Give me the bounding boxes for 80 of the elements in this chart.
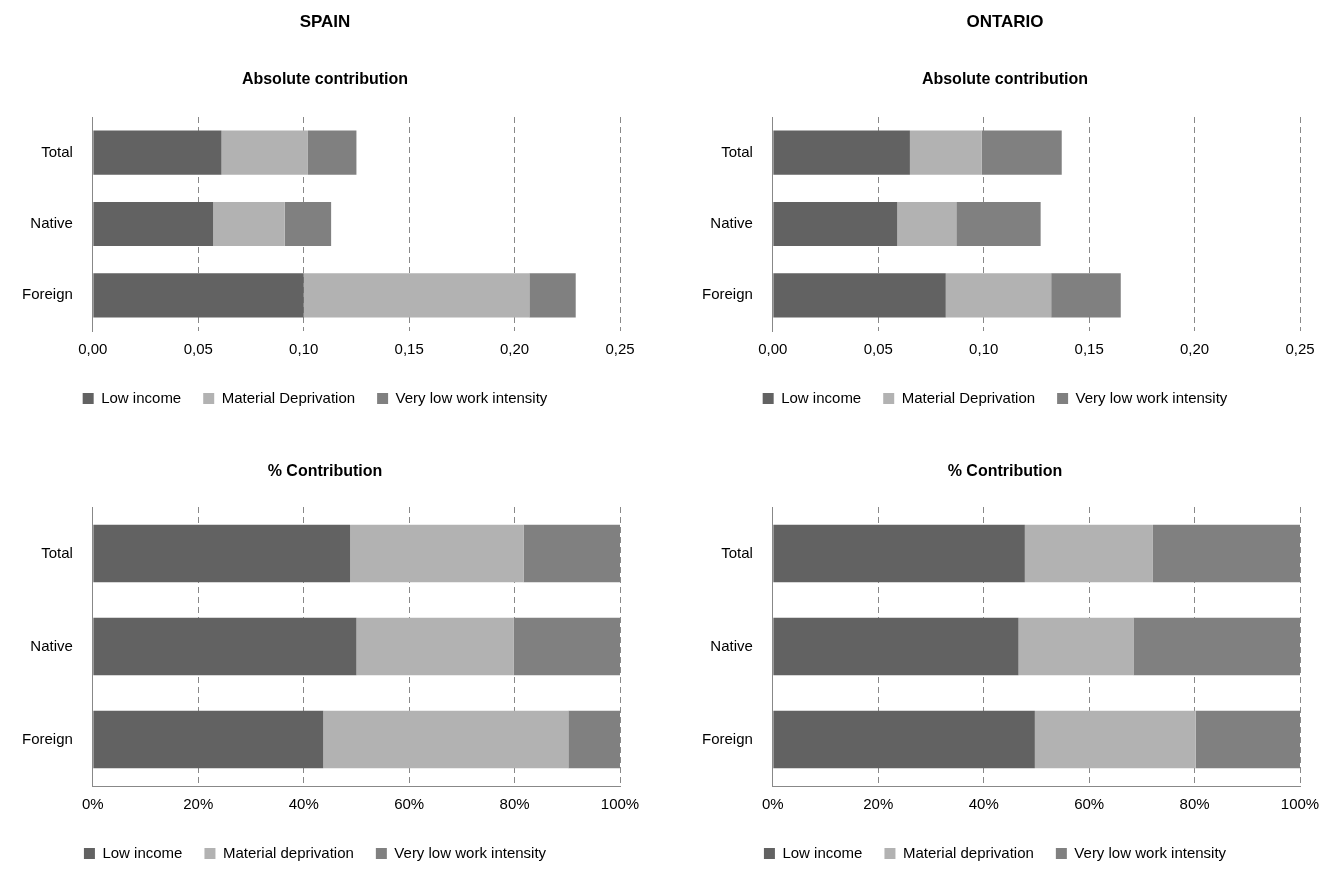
x-tick-label: 0,25 [1285,340,1315,358]
bar [350,524,524,583]
bar [897,201,957,247]
x-tick-label: 0,10 [289,340,319,358]
bar [773,617,1019,676]
legend-label: Very low work intensity [394,843,547,861]
y-tick-label: Total [721,543,753,561]
y-tick-label: Total [41,543,73,561]
bar [945,273,1052,318]
legend-label: Very low work intensity [1074,843,1227,861]
bar [93,524,351,583]
bar [93,617,357,676]
x-tick-label: 0,25 [605,340,635,358]
bar [93,710,324,769]
x-tick-label: 0% [82,795,104,813]
bar [303,273,530,318]
bar [93,130,222,175]
x-tick-label: 60% [394,795,425,813]
legend-label: Low income [101,388,182,406]
legend-label: Very low work intensity [1075,388,1228,406]
legend-label: Low income [781,388,862,406]
x-tick-label: 80% [1179,795,1210,813]
bar [529,273,576,318]
bar [773,273,946,318]
chart-title: ONTARIO [965,12,1045,32]
x-tick-label: 0,05 [863,340,893,358]
x-tick-label: 100% [600,795,640,813]
bar [323,710,569,769]
x-tick-label: 0,10 [969,340,999,358]
x-tick-label: 0,05 [183,340,213,358]
x-tick-label: 100% [1280,795,1320,813]
legend-label: Low income [102,843,183,861]
x-tick-label: 0,20 [499,340,530,358]
chart-title: % Contribution [266,462,384,480]
bar [773,130,910,175]
chart-title: % Contribution [946,462,1064,480]
x-tick-label: 0,15 [394,340,424,358]
y-tick-label: Foreign [22,285,73,303]
y-tick-label: Native [30,214,73,232]
legend-label: Material Deprivation [901,388,1036,406]
legend-label: Material Deprivation [221,388,356,406]
x-tick-label: 20% [863,795,894,813]
legend-label: Low income [782,843,863,861]
legend-label: Material deprivation [902,843,1034,861]
bar [221,130,308,175]
bar [356,617,514,676]
bar [773,524,1025,583]
x-tick-label: 0,15 [1074,340,1104,358]
chart-subtitle: Absolute contribution [920,70,1090,88]
legend-label: Very low work intensity [395,388,548,406]
y-tick-label: Foreign [702,729,753,747]
y-tick-label: Native [710,636,753,654]
x-tick-label: 0,20 [1179,340,1210,358]
x-tick-label: 0,00 [758,340,788,358]
bar [93,201,214,247]
y-tick-label: Foreign [22,729,73,747]
bar [909,130,982,175]
y-tick-label: Total [721,142,753,160]
bar [1034,710,1196,769]
bar [1024,524,1153,583]
x-tick-label: 40% [288,795,319,813]
y-tick-label: Native [30,636,73,654]
legend-label: Material deprivation [222,843,354,861]
x-tick-label: 0% [762,795,784,813]
x-tick-label: 60% [1074,795,1105,813]
chart-title: SPAIN [298,12,352,32]
x-tick-label: 20% [183,795,214,813]
x-tick-label: 0,00 [78,340,108,358]
bar [307,130,357,175]
bar [1018,617,1134,676]
y-tick-label: Total [41,142,73,160]
bar [93,273,304,318]
bar [773,710,1035,769]
bar [773,201,898,247]
chart-subtitle: Absolute contribution [240,70,410,88]
bar [213,201,285,247]
x-tick-label: 40% [968,795,999,813]
y-tick-label: Native [710,214,753,232]
y-tick-label: Foreign [702,285,753,303]
x-tick-label: 80% [499,795,530,813]
